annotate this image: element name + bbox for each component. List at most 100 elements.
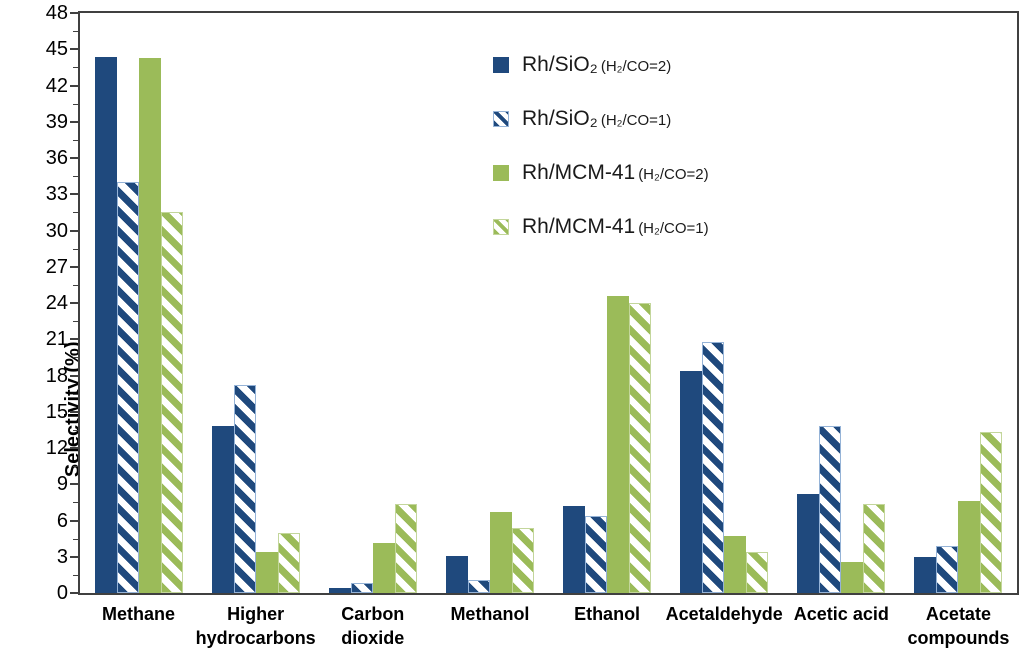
y-axis-major-tick — [70, 592, 78, 594]
y-axis-tick-label: 45 — [45, 38, 68, 61]
y-axis-minor-tick — [73, 357, 78, 359]
y-axis-tick-label: 18 — [45, 364, 68, 387]
y-axis-minor-tick — [73, 466, 78, 468]
y-axis-tick-label: 27 — [45, 255, 68, 278]
legend-condition: (H₂/CO=2) — [638, 166, 709, 183]
y-axis-major-tick — [70, 265, 78, 268]
y-axis-tick-label: 39 — [45, 110, 68, 133]
y-axis-major-tick — [70, 12, 78, 14]
bar — [116, 182, 139, 593]
x-axis-category-label: Acetaldehyde — [665, 604, 783, 624]
y-axis-major-tick — [70, 157, 78, 159]
plot-area: Rh/SiO₂ (H₂/CO=2) Rh/SiO₂ (H₂/CO=1) Rh/MCM… — [78, 11, 1019, 595]
y-axis-tick-label: 36 — [45, 147, 68, 169]
bar — [445, 555, 468, 593]
bar — [467, 579, 490, 593]
x-axis-category-label: Methane — [102, 604, 176, 624]
bar — [702, 341, 725, 593]
bar — [211, 426, 234, 593]
y-axis-major-tick — [70, 374, 78, 377]
bar — [746, 551, 769, 593]
y-axis-major-tick — [70, 338, 78, 341]
legend-item-rh-sio2-ratio2: Rh/SiO₂ (H₂/CO=2) — [493, 53, 709, 77]
y-axis-major-tick — [70, 120, 78, 123]
legend-label: Rh/SiO₂ — [522, 53, 598, 76]
bar — [394, 503, 417, 593]
y-axis-tick-label: 3 — [56, 545, 68, 568]
bar — [936, 545, 959, 593]
y-axis-tick-label: 6 — [56, 509, 68, 532]
y-axis-minor-tick — [73, 248, 78, 250]
bar — [489, 512, 512, 593]
y-axis-tick-label: 33 — [45, 183, 68, 206]
bar — [233, 385, 256, 593]
bar — [138, 57, 161, 593]
y-axis-minor-tick — [73, 103, 78, 105]
bar — [372, 543, 395, 593]
y-axis-minor-tick — [73, 502, 78, 504]
y-axis-minor-tick — [73, 538, 78, 540]
bar — [629, 303, 652, 593]
bar — [255, 551, 278, 593]
y-axis-tick-label: 21 — [45, 328, 68, 351]
y-axis-minor-tick — [73, 176, 78, 178]
bar — [819, 426, 842, 593]
x-axis-category-label: Ethanol — [574, 604, 641, 624]
y-axis-minor-tick — [73, 139, 78, 141]
y-axis-minor-tick — [73, 393, 78, 395]
bar — [585, 515, 608, 593]
y-axis-tick-label: 30 — [45, 219, 68, 242]
y-axis-tick-label: 9 — [56, 473, 68, 496]
y-axis-major-tick — [70, 483, 78, 486]
bar — [914, 556, 937, 593]
x-axis-category-label: Acetate compounds — [907, 604, 1010, 649]
y-axis-major-tick — [70, 410, 78, 413]
bar — [680, 370, 703, 593]
legend-label: Rh/MCM-41 — [522, 161, 636, 184]
legend-item-rh-mcm41-ratio1: Rh/MCM-41 (H₂/CO=1) — [493, 215, 709, 239]
y-axis-major-tick — [70, 229, 78, 232]
y-axis-minor-tick — [73, 321, 78, 323]
y-axis-tick-label: 42 — [45, 74, 68, 97]
bar — [563, 506, 586, 593]
y-axis-major-tick — [70, 193, 78, 196]
legend: Rh/SiO₂ (H₂/CO=2) Rh/SiO₂ (H₂/CO=1) Rh/MCM… — [493, 53, 709, 239]
legend-label: Rh/MCM-41 — [522, 215, 636, 238]
legend-swatch-hatched-blue-icon — [493, 111, 509, 127]
legend-swatch-solid-blue-icon — [493, 57, 509, 73]
y-axis-minor-tick — [73, 212, 78, 214]
y-axis-tick-label: 15 — [45, 400, 68, 423]
y-axis-tick-label: 48 — [45, 2, 68, 24]
y-axis-tick-label: 12 — [45, 437, 68, 459]
bar — [841, 561, 864, 593]
y-axis-minor-tick — [73, 67, 78, 69]
x-axis-category-label: Methanol — [450, 604, 530, 624]
x-axis-category-label: Carbon dioxide — [341, 604, 405, 649]
x-axis-category-label: Higher hydrocarbons — [195, 604, 316, 649]
legend-item-rh-mcm41-ratio2: Rh/MCM-41 (H₂/CO=2) — [493, 161, 709, 185]
bar — [511, 527, 534, 593]
bar — [958, 501, 981, 593]
y-axis-major-tick — [70, 302, 78, 304]
bar — [980, 432, 1003, 593]
legend-swatch-solid-green-icon — [493, 165, 509, 181]
bar — [277, 532, 300, 593]
legend-condition: (H₂/CO=1) — [600, 112, 672, 129]
y-axis-major-tick — [70, 48, 78, 51]
x-axis-category-label: Acetic acid — [793, 604, 889, 624]
y-axis-minor-tick — [73, 284, 78, 286]
bar — [350, 583, 373, 593]
bar — [160, 212, 183, 593]
bar — [328, 588, 351, 593]
y-axis-major-tick — [70, 555, 78, 558]
y-axis-major-tick — [70, 447, 78, 449]
y-axis-tick-label: 24 — [45, 292, 68, 314]
y-axis-tick-label: 0 — [56, 582, 68, 604]
bars-layer — [80, 13, 1017, 593]
legend-condition: (H₂/CO=2) — [600, 58, 672, 75]
bar — [94, 56, 117, 593]
y-axis-minor-tick — [73, 31, 78, 33]
bar — [797, 493, 820, 593]
legend-swatch-hatched-green-icon — [493, 219, 509, 235]
